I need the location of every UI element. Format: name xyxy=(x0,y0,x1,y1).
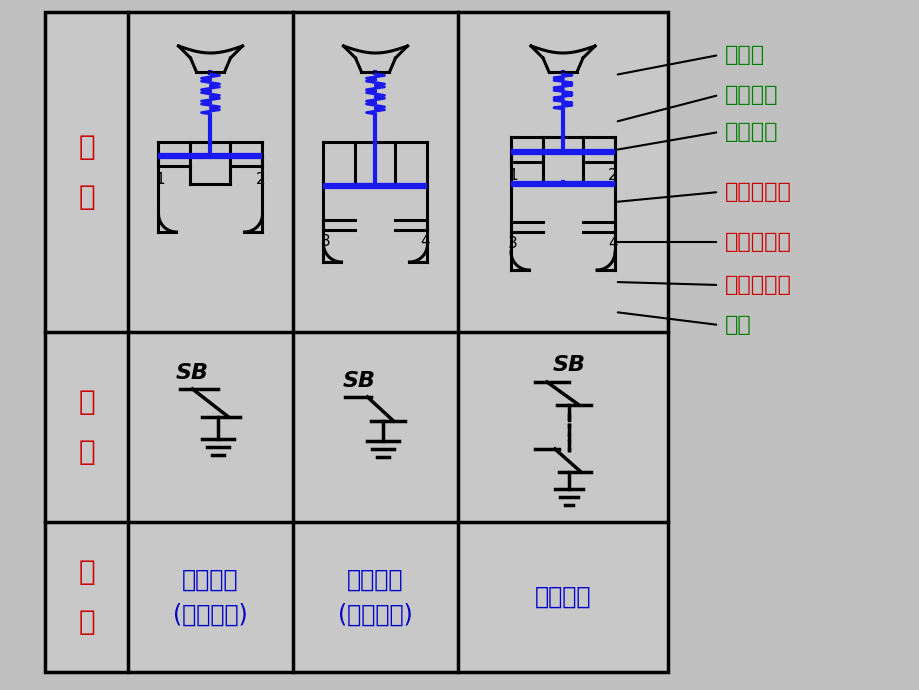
Text: 2: 2 xyxy=(607,168,618,184)
Text: SB: SB xyxy=(552,355,584,375)
Text: 常闭按鈕
(停止按鈕): 常闭按鈕 (停止按鈕) xyxy=(173,567,247,627)
Text: 常开静触头: 常开静触头 xyxy=(724,275,791,295)
Text: 1: 1 xyxy=(155,172,165,188)
Text: 符
号: 符 号 xyxy=(79,388,96,466)
Text: 2: 2 xyxy=(255,172,265,188)
Text: 常闭静触头: 常闭静触头 xyxy=(724,182,791,202)
Text: SB: SB xyxy=(176,363,209,383)
Text: 复合按鈕: 复合按鈕 xyxy=(534,585,591,609)
Text: 桥式静触头: 桥式静触头 xyxy=(724,232,791,252)
Text: SB: SB xyxy=(343,371,376,391)
Text: 外壳: 外壳 xyxy=(724,315,751,335)
Text: 结
构: 结 构 xyxy=(79,133,96,211)
Bar xyxy=(45,12,667,672)
Text: 支柱连杆: 支柱连杆 xyxy=(724,122,777,142)
Text: 按鈕帽: 按鈕帽 xyxy=(724,45,765,65)
Text: 4: 4 xyxy=(607,237,618,251)
Text: 复位弹簧: 复位弹簧 xyxy=(724,85,777,105)
Text: 名
称: 名 称 xyxy=(79,558,96,636)
Text: 3: 3 xyxy=(321,235,330,250)
Text: 4: 4 xyxy=(420,235,430,250)
Text: 3: 3 xyxy=(507,237,517,251)
Text: 1: 1 xyxy=(507,168,517,184)
Text: 常开按鈕
(起动按鈕): 常开按鈕 (起动按鈕) xyxy=(338,567,413,627)
